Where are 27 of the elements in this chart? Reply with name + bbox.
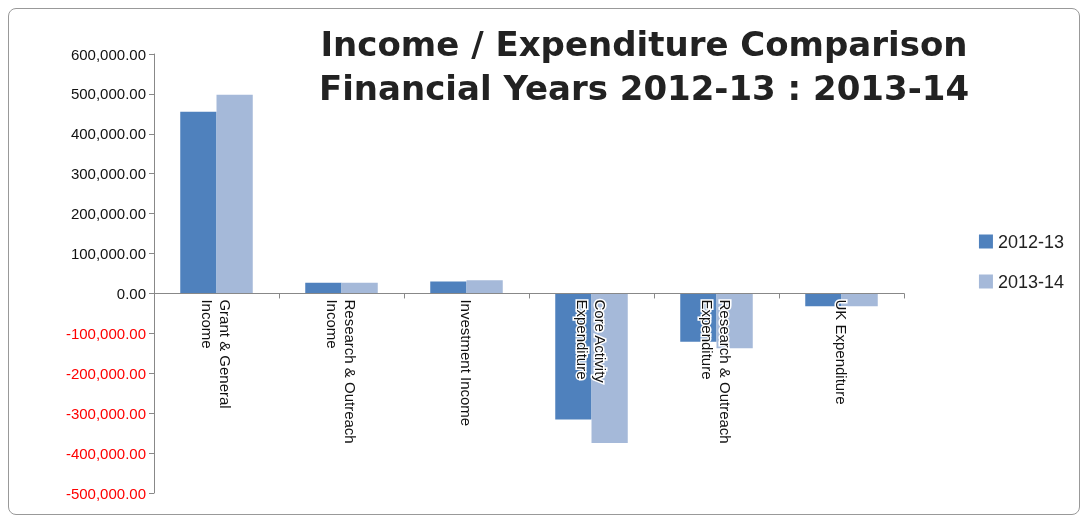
y-tick-label: -500,000.00 bbox=[65, 484, 146, 502]
x-tick-label: Research & Outreach Income bbox=[324, 299, 359, 444]
chart-title: Income / Expenditure Comparison Financial Years 2012-13 : 2013-14 bbox=[318, 24, 970, 108]
y-tick-label: -300,000.00 bbox=[65, 404, 146, 422]
y-tick-label: 200,000.00 bbox=[70, 205, 146, 223]
x-tick-label: Research & Outreach Expenditure bbox=[699, 299, 734, 444]
bar bbox=[466, 280, 503, 294]
y-tick-label: 100,000.00 bbox=[70, 245, 146, 263]
y-tick-label: 600,000.00 bbox=[70, 45, 146, 63]
y-tick-label: 400,000.00 bbox=[70, 125, 146, 143]
y-tick-label: -400,000.00 bbox=[65, 444, 146, 462]
x-tick-label: UK Expenditure bbox=[833, 299, 850, 405]
x-tick-label: Grant & General Income bbox=[199, 299, 234, 409]
legend-label: 2012-13 bbox=[997, 231, 1064, 252]
legend-label: 2013-14 bbox=[997, 271, 1064, 292]
bar bbox=[216, 94, 253, 294]
y-tick-label: 500,000.00 bbox=[70, 85, 146, 103]
bar bbox=[180, 111, 217, 294]
y-tick-label: -200,000.00 bbox=[65, 364, 146, 382]
y-tick-label: -100,000.00 bbox=[65, 324, 146, 342]
bar bbox=[305, 282, 342, 294]
x-tick-label: Investment Income bbox=[458, 299, 475, 427]
x-tick-label: Core Activity Expenditure bbox=[574, 299, 609, 384]
bar bbox=[430, 281, 467, 294]
y-tick-label: 0.00 bbox=[116, 284, 146, 302]
y-tick-label: 300,000.00 bbox=[70, 165, 146, 183]
bar bbox=[341, 282, 378, 294]
